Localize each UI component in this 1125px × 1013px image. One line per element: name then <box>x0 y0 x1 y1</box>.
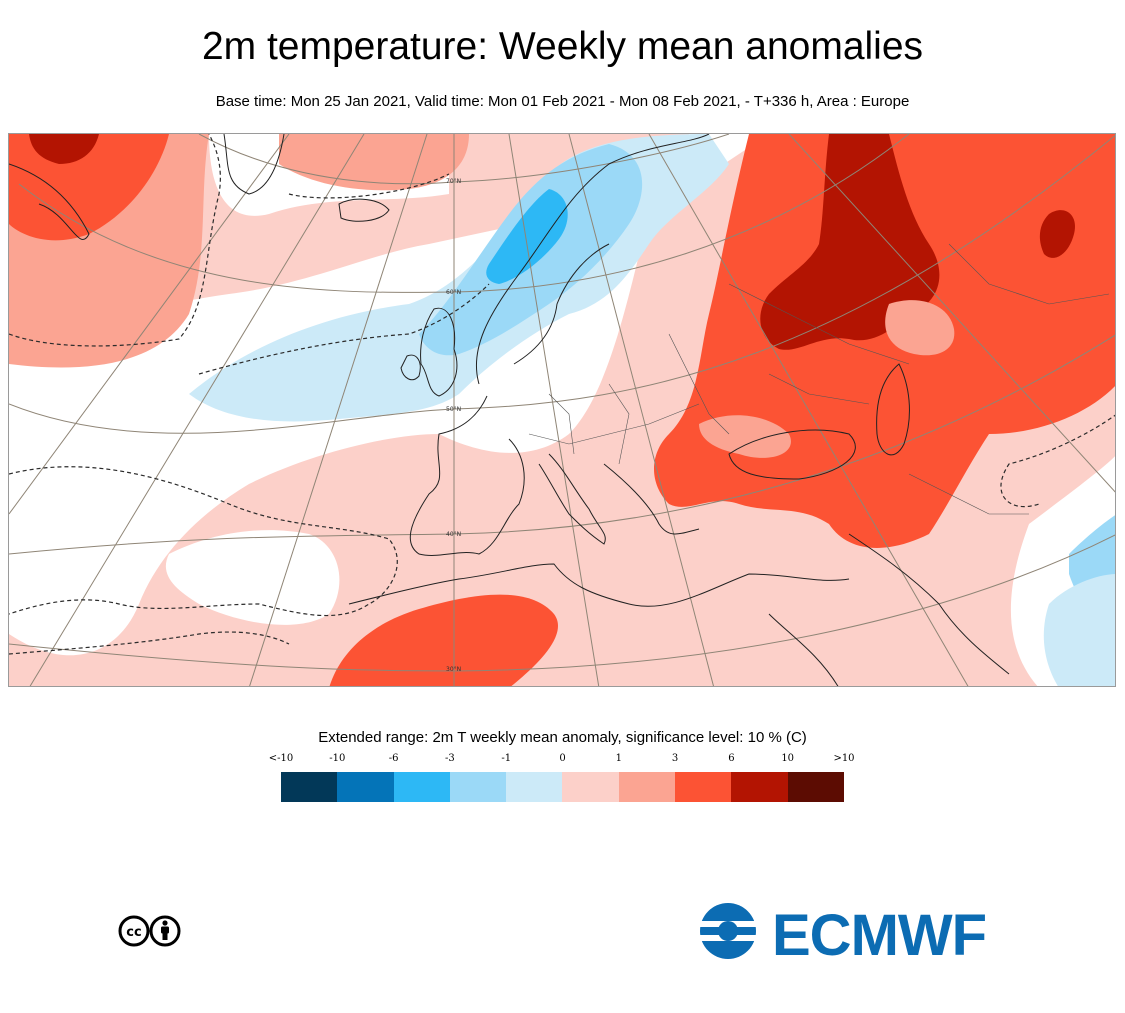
legend-swatch <box>618 772 676 802</box>
legend-tick-label: 10 <box>781 753 795 764</box>
significance-contours <box>9 134 1115 655</box>
graticule <box>9 134 1115 686</box>
page-subtitle: Base time: Mon 25 Jan 2021, Valid time: … <box>215 93 910 110</box>
legend-swatch <box>449 772 507 802</box>
legend-tick-label: >10 <box>833 753 855 764</box>
legend-swatch <box>393 772 450 802</box>
legend-swatch <box>281 772 338 802</box>
legend-swatch <box>787 772 844 802</box>
legend-tick-label: 0 <box>559 753 566 764</box>
legend-tick-label: -1 <box>501 753 512 764</box>
ecmwf-logo: ECMWF <box>690 900 1010 968</box>
anomaly-map: 70°N 60°N 50°N 40°N 30°N <box>8 133 1116 687</box>
legend-swatch <box>337 772 394 802</box>
country-borders <box>528 243 1110 515</box>
neutral-atlantic-zone <box>9 134 1115 656</box>
latitude-label: 40°N <box>446 531 461 538</box>
svg-text:cc: cc <box>126 925 141 940</box>
coastlines <box>9 134 1010 686</box>
warm-anomaly-africa <box>329 594 558 686</box>
latitude-label: 70°N <box>446 178 461 185</box>
legend-swatch <box>562 772 619 802</box>
legend-ticks: <-10 -10 -6 -3 -1 0 1 3 6 10 >10 <box>256 752 868 768</box>
map-canvas: 70°N 60°N 50°N 40°N 30°N <box>9 134 1115 686</box>
latitude-label: 30°N <box>446 666 461 673</box>
legend-swatch <box>506 772 563 802</box>
legend-tick-label: -10 <box>329 753 346 764</box>
legend-colorbar <box>281 772 844 802</box>
legend-tick-label: <-10 <box>268 753 294 764</box>
legend-swatch <box>731 772 788 802</box>
organisation-name: ECMWF <box>772 903 986 962</box>
legend-tick-label: 1 <box>615 753 622 764</box>
page-title: 2m temperature: Weekly mean anomalies <box>201 25 924 68</box>
legend-tick-label: 3 <box>671 753 679 764</box>
legend-tick-label: -6 <box>388 753 399 764</box>
latitude-label: 60°N <box>446 289 461 296</box>
legend-title: Extended range: 2m T weekly mean anomaly… <box>318 729 807 746</box>
latitude-label: 50°N <box>446 406 461 413</box>
legend-tick-label: 6 <box>728 753 735 764</box>
legend-tick-label: -3 <box>445 753 455 764</box>
cc-by-icon: cc <box>118 915 181 947</box>
legend-swatch <box>675 772 732 802</box>
